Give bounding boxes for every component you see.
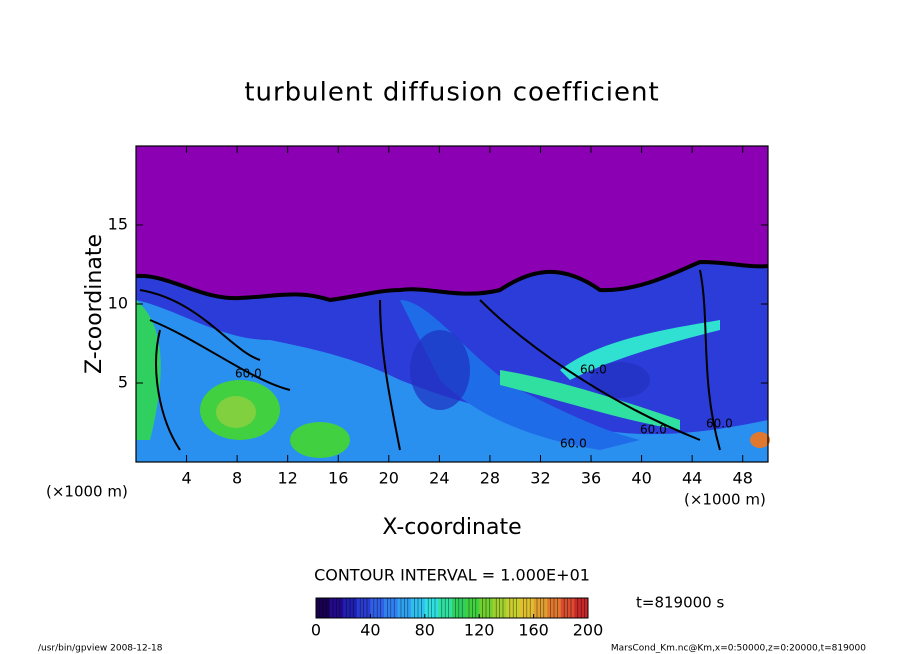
x-tick-label: 16: [328, 469, 348, 488]
contour-field: [135, 146, 770, 462]
x-unit-label: (×1000 m): [684, 491, 766, 509]
x-tick-label: 8: [232, 469, 242, 488]
x-tick-label: 4: [181, 469, 191, 488]
y-tick-label: 5: [118, 373, 128, 392]
colorbar-tick-label: 120: [464, 621, 495, 640]
contour-label: 60.0: [560, 437, 587, 451]
x-unit-label: (×1000 m): [46, 483, 128, 501]
contour-label: 60.0: [580, 363, 607, 377]
x-tick-label: 48: [733, 469, 753, 488]
x-tick-label: 28: [480, 469, 500, 488]
x-tick-label: 24: [429, 469, 449, 488]
x-tick-label: 36: [581, 469, 601, 488]
y-axis-label: Z-coordinate: [82, 234, 107, 374]
colorbar-tick-label: 200: [573, 621, 604, 640]
contour-interval: CONTOUR INTERVAL = 1.000E+01: [314, 566, 590, 585]
x-tick-label: 32: [530, 469, 550, 488]
x-tick-label: 12: [278, 469, 298, 488]
x-axis-label: X-coordinate: [382, 515, 521, 540]
colorbar-tick-label: 40: [360, 621, 380, 640]
x-tick-label: 20: [379, 469, 399, 488]
x-tick-label: 40: [631, 469, 651, 488]
contour-label: 60.0: [706, 417, 733, 431]
colorbar-tick-label: 0: [311, 621, 321, 640]
y-tick-label: 10: [108, 294, 128, 313]
colorbar-frame: [315, 597, 589, 619]
footer-right: MarsCond_Km.nc@Km,x=0:50000,z=0:20000,t=…: [611, 644, 866, 654]
contour-label: 60.0: [235, 367, 262, 381]
x-tick-label: 44: [682, 469, 702, 488]
colorbar-tick-label: 80: [415, 621, 435, 640]
chart-title: turbulent diffusion coefficient: [244, 78, 659, 108]
colorbar-tick-label: 160: [518, 621, 549, 640]
contour-label: 60.0: [640, 423, 667, 437]
time-label: t=819000 s: [636, 594, 724, 612]
footer-left: /usr/bin/gpview 2008-12-18: [38, 644, 163, 654]
y-tick-label: 15: [108, 215, 128, 234]
